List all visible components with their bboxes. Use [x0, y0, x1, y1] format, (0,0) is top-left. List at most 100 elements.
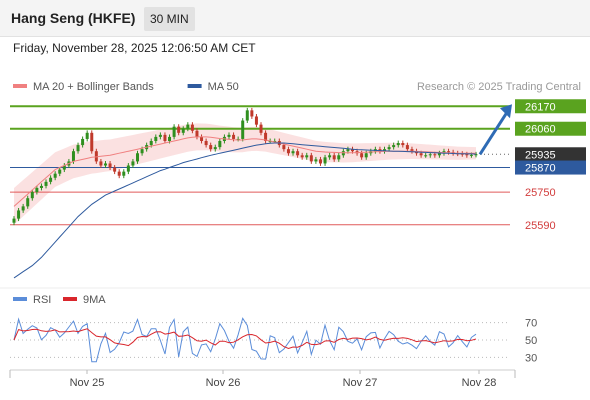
candle-body — [474, 154, 478, 156]
timeframe-button[interactable]: 30 MIN — [144, 7, 195, 31]
candle-body — [30, 192, 34, 199]
x-tick-label: Nov 27 — [343, 377, 378, 389]
candle-body — [71, 151, 75, 162]
rsi-legend-swatch-2 — [63, 297, 77, 301]
candle-body — [90, 132, 94, 152]
level-label-26170: 26170 — [525, 101, 556, 113]
candle-body — [99, 161, 103, 166]
candle-body — [259, 124, 263, 133]
research-credit: Research © 2025 Trading Central — [417, 81, 581, 93]
candle-body — [53, 173, 57, 178]
candle-body — [21, 206, 25, 211]
candle-body — [136, 153, 140, 162]
candle-body — [39, 185, 43, 188]
candle-body — [360, 153, 364, 158]
candle-body — [318, 159, 322, 164]
candle-body — [424, 155, 428, 157]
candle-body — [35, 187, 39, 193]
rsi-tick-70: 70 — [525, 318, 537, 330]
candle-body — [323, 157, 327, 164]
candle-body — [296, 151, 300, 156]
candle-body — [103, 163, 107, 166]
candle-body — [392, 145, 396, 148]
x-tick-label: Nov 26 — [206, 377, 241, 389]
candle-body — [250, 110, 254, 117]
chart-header: Hang Seng (HKFE) 30 MIN — [0, 0, 590, 37]
candle-body — [177, 126, 181, 133]
candle-body — [346, 149, 350, 152]
legend-swatch-1 — [13, 84, 27, 88]
candle-body — [241, 120, 245, 139]
level-label-25590: 25590 — [525, 220, 556, 232]
candle-body — [405, 145, 409, 150]
instrument-title: Hang Seng (HKFE) — [11, 10, 136, 26]
rsi-legend-swatch-1 — [13, 297, 27, 301]
candle-body — [469, 154, 473, 156]
candle-body — [387, 147, 391, 150]
rsi-line — [13, 317, 477, 363]
candle-body — [76, 145, 80, 152]
level-tag-25870 — [515, 160, 586, 175]
level-tag-25935 — [515, 147, 586, 162]
legend-swatch-2 — [187, 84, 202, 88]
bollinger-band — [14, 123, 476, 225]
candle-body — [264, 132, 268, 141]
candle-body — [158, 134, 162, 137]
candle-body — [465, 154, 469, 156]
legend-label-1: MA 20 + Bollinger Bands — [33, 81, 154, 93]
x-tick-label: Nov 25 — [70, 377, 105, 389]
candle-body — [419, 153, 423, 156]
candle-body — [286, 149, 290, 154]
candle-body — [94, 151, 98, 162]
candle-body — [273, 140, 277, 142]
candle-body — [350, 149, 354, 152]
candle-body — [282, 145, 286, 150]
candle-body — [172, 126, 176, 137]
candle-body — [437, 153, 441, 156]
candle-body — [204, 140, 208, 146]
chart-datetime: Friday, November 28, 2025 12:06:50 AM CE… — [13, 41, 256, 55]
candle-body — [401, 143, 405, 146]
candle-body — [163, 134, 167, 141]
candle-body — [190, 124, 194, 131]
candle-body — [227, 134, 231, 137]
rsi-ma-line — [13, 328, 477, 350]
candle-body — [81, 138, 85, 146]
candle-body — [447, 151, 451, 153]
candle-body — [122, 171, 126, 176]
candle-body — [85, 132, 89, 139]
level-label-25750: 25750 — [525, 187, 556, 199]
candle-body — [113, 167, 117, 172]
level-label-25935: 25935 — [525, 149, 556, 161]
candle-body — [181, 128, 185, 133]
candle-body — [314, 159, 318, 162]
candle-body — [337, 155, 341, 160]
level-label-26060: 26060 — [525, 124, 556, 136]
candle-body — [195, 130, 199, 137]
legend-label-2: MA 50 — [208, 81, 239, 93]
candle-body — [154, 136, 158, 141]
candle-body — [300, 155, 304, 158]
candle-body — [428, 154, 432, 156]
candle-body — [305, 155, 309, 158]
candle-body — [328, 155, 332, 158]
x-tick-label: Nov 28 — [462, 377, 497, 389]
candle-body — [168, 136, 172, 141]
rsi-legend-label-1: RSI — [33, 294, 51, 306]
candle-body — [245, 110, 249, 121]
level-tag-26170 — [515, 99, 586, 114]
rsi-tick-30: 30 — [525, 352, 537, 364]
candle-body — [131, 161, 135, 166]
candle-body — [126, 165, 130, 172]
candle-body — [44, 181, 48, 186]
candle-body — [332, 155, 336, 160]
candle-body — [383, 149, 387, 152]
forecast-arrow — [478, 111, 509, 156]
candle-body — [218, 140, 222, 148]
candle-body — [108, 163, 112, 168]
candle-body — [396, 143, 400, 146]
candle-body — [209, 145, 213, 150]
rsi-legend-label-2: 9MA — [83, 294, 106, 306]
rsi-tick-50: 50 — [525, 335, 537, 347]
candle-body — [17, 210, 21, 219]
